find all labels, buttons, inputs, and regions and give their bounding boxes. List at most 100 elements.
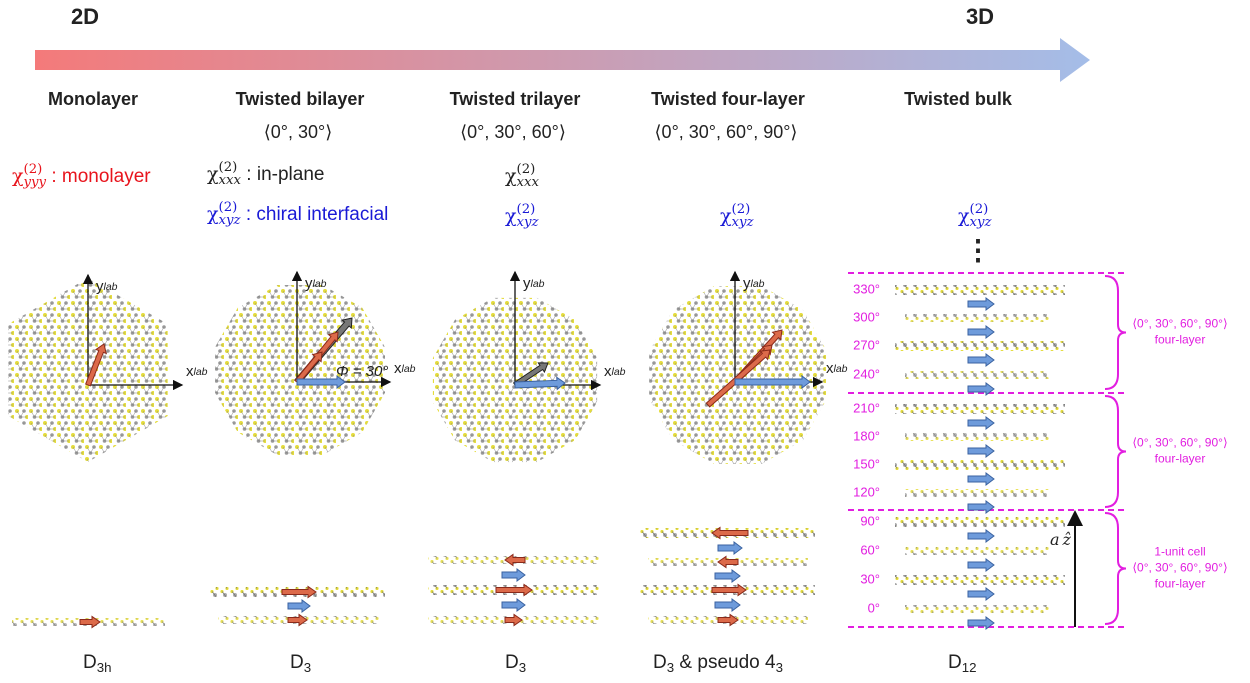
- layer-side-view: [895, 460, 1065, 470]
- arrow-shape: [287, 599, 311, 613]
- susceptibility: χ(2) yyy : monolayer: [12, 162, 151, 190]
- layer-angle: 30°: [860, 571, 880, 586]
- arrow-shape: [705, 349, 771, 408]
- sup: (2): [517, 162, 536, 177]
- layer-side-view: [905, 605, 1050, 613]
- vector-arrow: [967, 616, 995, 630]
- sup: (2): [732, 202, 751, 217]
- sub: xyz: [517, 215, 540, 230]
- text: χ: [505, 165, 517, 187]
- text: : monolayer: [46, 166, 151, 187]
- vector-arrow: [85, 343, 107, 387]
- text: χ: [505, 205, 517, 227]
- vector-arrow: [717, 541, 743, 555]
- vector-arrow: [79, 615, 101, 629]
- column-title: Twisted bulk: [904, 89, 1013, 109]
- text: D: [83, 652, 97, 673]
- arrow-shape: [967, 558, 995, 572]
- vector-arrow: [967, 416, 995, 430]
- susceptibility: χ(2) xyz: [720, 202, 755, 230]
- arrow-shape: [504, 553, 526, 567]
- group-label: four-layer: [1155, 333, 1206, 347]
- arrow-shape: [967, 382, 995, 396]
- arrow-shape: [85, 343, 107, 387]
- group-label: ⟨0°, 30°, 60°, 90°⟩: [1132, 561, 1227, 575]
- arrow-shape: [495, 583, 533, 597]
- layer-angle: 240°: [853, 366, 880, 381]
- symmetry-group: D12: [948, 652, 977, 675]
- axis-label: ylab: [743, 275, 765, 292]
- vector-arrow: [967, 529, 995, 543]
- vector-arrow: [514, 376, 566, 391]
- subx: lab: [104, 281, 118, 293]
- arrow-shape: [501, 568, 526, 582]
- text: y: [743, 275, 751, 292]
- column-title: Twisted trilayer: [450, 89, 581, 109]
- layer-angle: 60°: [860, 542, 880, 557]
- susceptibility: χ(2) xxx : in-plane: [207, 160, 324, 188]
- text: D: [948, 652, 962, 673]
- arrow-shape: [501, 598, 526, 612]
- vector-arrow: [734, 375, 811, 389]
- text: χ: [958, 205, 970, 227]
- layer-angle: 210°: [853, 400, 880, 415]
- arrow-shape: [287, 613, 308, 627]
- vector-arrow: [504, 553, 526, 567]
- layer-side-view: [895, 517, 1065, 527]
- arrow-shape: [504, 613, 523, 627]
- arrow-shape: [967, 416, 995, 430]
- sup: (2): [219, 160, 238, 175]
- arrow-shape: [281, 585, 317, 599]
- text: : chiral interfacial: [241, 204, 389, 225]
- text: χ: [720, 205, 732, 227]
- subx: lab: [612, 366, 626, 378]
- sup: (2): [517, 202, 536, 217]
- arrow-shape: [967, 353, 995, 367]
- text: a: [1050, 530, 1060, 549]
- text: : in-plane: [241, 164, 324, 185]
- arrow-shape: [734, 375, 811, 389]
- text: χ: [12, 165, 24, 187]
- vector-arrow: [967, 558, 995, 572]
- arrow-shape: [717, 613, 739, 627]
- symmetry-group: D3h: [83, 652, 112, 675]
- layer-side-view: [905, 489, 1050, 497]
- sup: (2): [24, 162, 43, 177]
- layer-angle: 180°: [853, 428, 880, 443]
- sub: 3: [304, 660, 311, 675]
- text: y: [96, 278, 104, 295]
- sub: 3: [776, 660, 783, 675]
- sub: 12: [962, 660, 977, 675]
- arrow-shape: [967, 444, 995, 458]
- symmetry-group: D3 & pseudo 43: [653, 652, 783, 675]
- vector-arrow: [967, 297, 995, 311]
- sub: xxx: [219, 173, 242, 188]
- vector-arrow: [287, 599, 311, 613]
- arrow-shape: [967, 529, 995, 543]
- symmetry-group: D3: [290, 652, 311, 675]
- axis-label: xlab: [394, 360, 416, 377]
- sub: 3h: [97, 660, 112, 675]
- layer-angle: 270°: [853, 337, 880, 352]
- arrow-shape: [714, 569, 741, 583]
- arrow-shape: [514, 376, 566, 391]
- susceptibility: χ(2) xxx: [505, 162, 540, 190]
- twist-angle: Φ = 30°: [336, 363, 388, 380]
- layer-angle: 300°: [853, 309, 880, 324]
- sub: xyz: [970, 215, 993, 230]
- vector-arrow: [967, 500, 995, 514]
- arrow-shape: [967, 616, 995, 630]
- group-brace: [1104, 275, 1127, 390]
- axis-label: xlab: [604, 363, 626, 380]
- subx: lab: [402, 363, 416, 375]
- sub: 3: [519, 660, 526, 675]
- sub: xxx: [517, 175, 540, 190]
- vector-arrow: [501, 568, 526, 582]
- sub: 3: [667, 660, 674, 675]
- text: D: [653, 652, 667, 673]
- text: y: [523, 275, 531, 292]
- axis-label: ylab: [96, 278, 118, 295]
- arrow-shape: [967, 587, 995, 601]
- vector-arrow: [281, 585, 317, 599]
